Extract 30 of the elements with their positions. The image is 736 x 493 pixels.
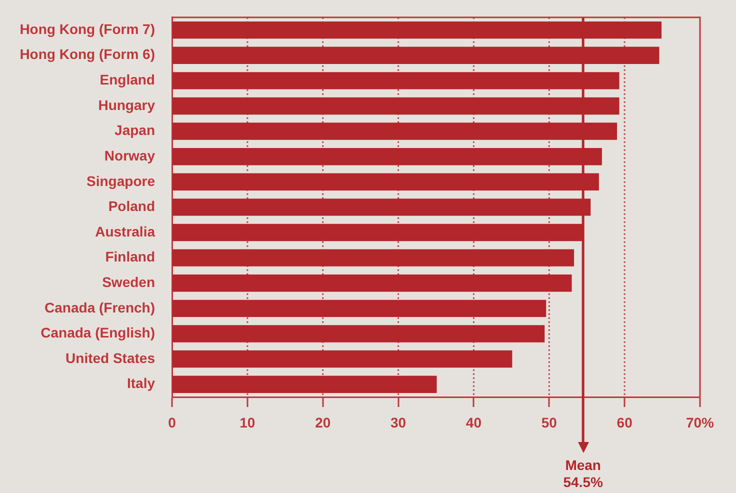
x-tick-label: 10	[240, 414, 256, 430]
y-tick-label: Singapore	[86, 172, 156, 189]
y-tick-label: Australia	[95, 223, 156, 240]
y-tick-label: Norway	[104, 147, 156, 164]
y-tick-label: Hong Kong (Form 7)	[20, 20, 155, 37]
y-tick-label: Hong Kong (Form 6)	[20, 46, 155, 62]
bar	[172, 325, 545, 342]
bar	[172, 249, 574, 266]
x-tick-label: 50	[541, 414, 558, 430]
x-tick-label: 60	[616, 414, 633, 430]
y-tick-label: Poland	[108, 198, 155, 214]
y-tick-label: England	[100, 72, 155, 88]
bar	[172, 300, 546, 318]
y-tick-label: Canada (English)	[40, 324, 155, 341]
y-tick-label: Italy	[126, 375, 156, 392]
x-tick-label: 30	[390, 414, 406, 430]
x-tick-label: 70%	[686, 414, 715, 430]
bar	[172, 274, 572, 292]
ref-line-label: Mean 54.5%	[563, 456, 604, 490]
x-tick-label: 20	[315, 414, 331, 430]
x-tick-label: 40	[466, 414, 482, 430]
y-tick-label: Hungary	[98, 96, 156, 113]
bar	[172, 376, 437, 393]
x-tick-label: 0	[168, 414, 176, 430]
y-tick-label: United States	[66, 350, 156, 366]
y-tick-label: Sweden	[102, 274, 155, 290]
y-tick-label: Japan	[114, 122, 155, 138]
y-tick-label: Finland	[105, 248, 155, 265]
bar	[172, 350, 512, 368]
y-tick-label: Canada (French)	[44, 299, 155, 316]
